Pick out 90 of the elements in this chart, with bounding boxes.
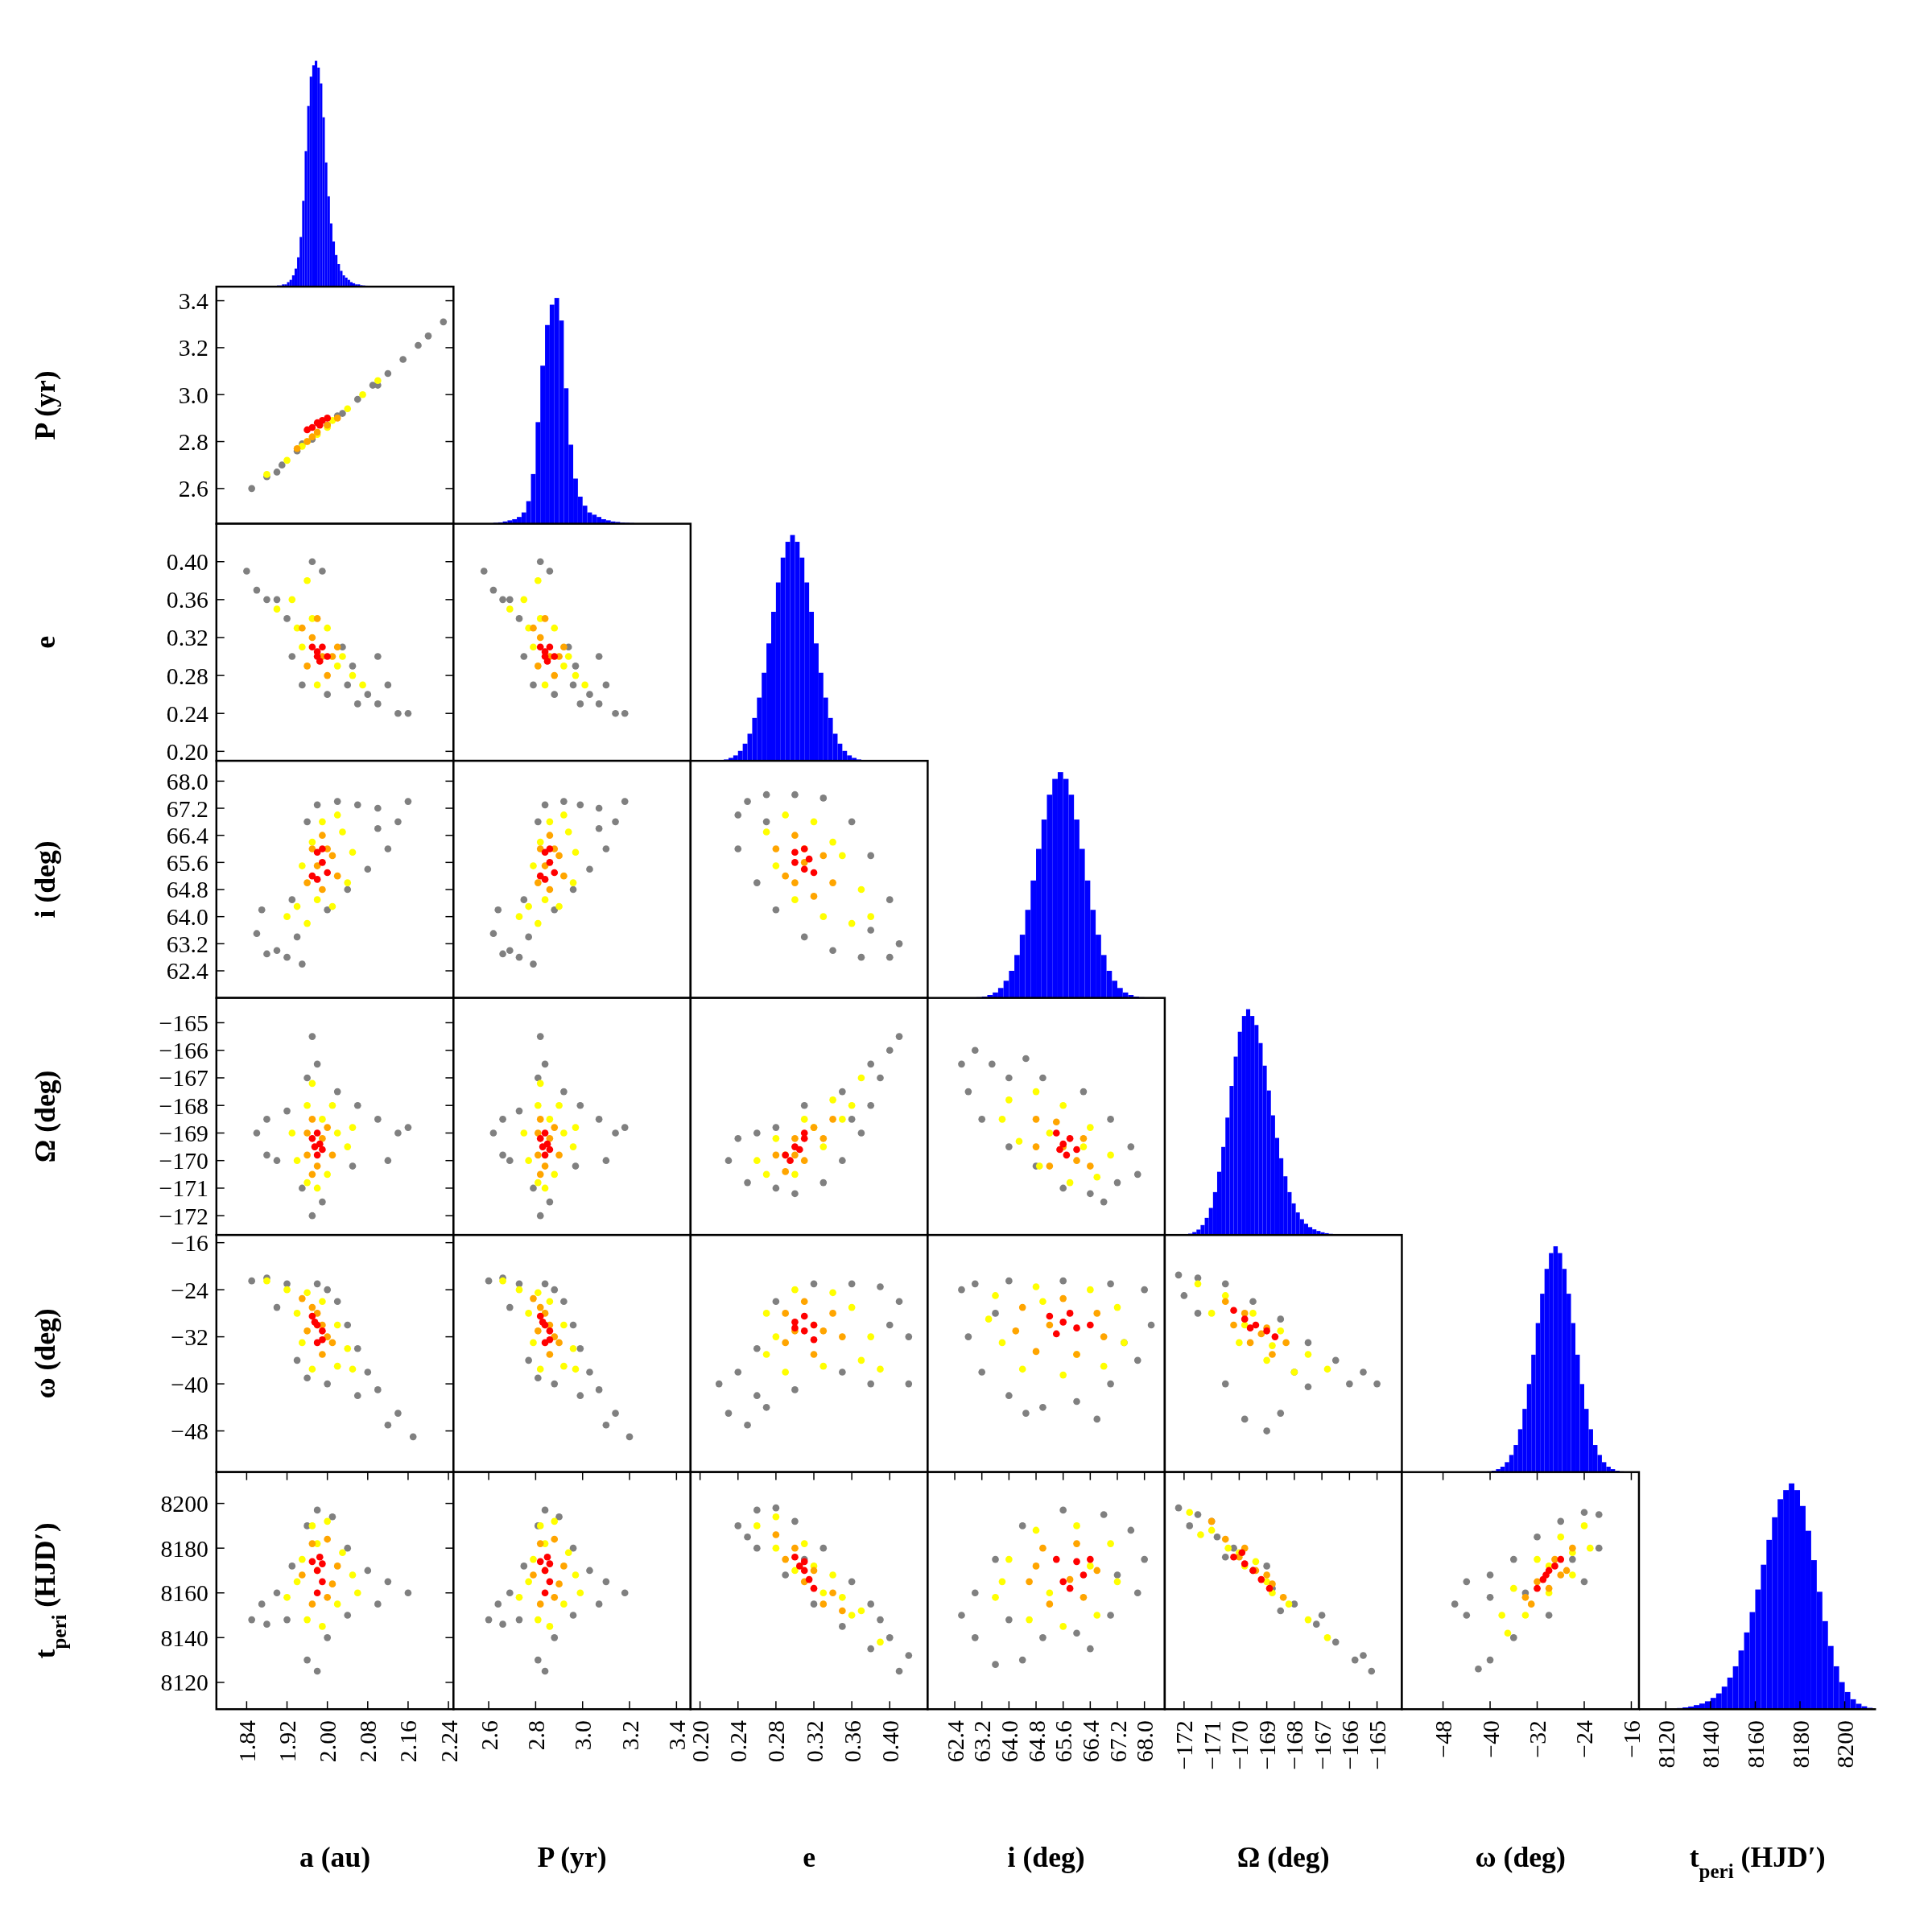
x-tick-label: 2.08 xyxy=(354,1720,382,1763)
x-tick-label: 2.00 xyxy=(314,1720,341,1763)
x-tick-label: 2.8 xyxy=(522,1720,549,1751)
x-tick-label: 3.0 xyxy=(569,1720,597,1751)
x-tick-label: 2.24 xyxy=(435,1719,462,1763)
x-tick-label: −165 xyxy=(1364,1720,1391,1770)
x-tick-label: 65.6 xyxy=(1050,1720,1077,1763)
x-tick-label: 3.2 xyxy=(616,1720,643,1751)
y-axis-title: P (yr) xyxy=(28,370,61,440)
y-tick-label: 0.32 xyxy=(166,624,208,651)
x-tick-label: −172 xyxy=(1170,1720,1198,1770)
x-tick-label: −24 xyxy=(1571,1719,1598,1758)
x-axis-title: Ω (deg) xyxy=(1236,1840,1330,1873)
x-tick-label: 0.36 xyxy=(838,1720,865,1763)
y-axis-title: e xyxy=(28,635,61,649)
x-tick-label: 0.40 xyxy=(876,1720,903,1763)
y-tick-label: 66.4 xyxy=(166,822,209,849)
y-tick-label: 64.8 xyxy=(166,876,208,903)
x-tick-label: 8120 xyxy=(1652,1720,1679,1769)
y-tick-label: 8200 xyxy=(160,1490,208,1517)
y-axis-title: i (deg) xyxy=(28,840,61,919)
y-tick-label: −24 xyxy=(171,1276,209,1303)
y-tick-label: 67.2 xyxy=(166,795,208,822)
y-tick-label: 3.4 xyxy=(178,287,209,315)
x-tick-label: 8160 xyxy=(1741,1720,1769,1769)
y-tick-label: 0.28 xyxy=(166,662,208,689)
x-tick-label: 8200 xyxy=(1831,1720,1859,1769)
y-tick-label: −32 xyxy=(171,1323,208,1351)
x-axis-title: a (au) xyxy=(299,1840,371,1873)
x-tick-label: −166 xyxy=(1335,1720,1363,1770)
y-tick-label: 8120 xyxy=(160,1669,208,1696)
y-tick-label: 2.6 xyxy=(178,475,208,502)
x-tick-label: −48 xyxy=(1430,1720,1457,1758)
x-tick-label: 8140 xyxy=(1697,1720,1724,1769)
y-tick-label: 2.8 xyxy=(178,428,208,456)
y-tick-label: −168 xyxy=(159,1092,208,1119)
y-tick-label: −48 xyxy=(171,1418,208,1445)
x-axis-title: t$_{peri}$ (HJD′) xyxy=(1689,1840,1826,1882)
x-tick-label: −167 xyxy=(1308,1719,1335,1770)
y-tick-label: 63.2 xyxy=(166,930,208,957)
x-tick-label: 64.8 xyxy=(1022,1720,1050,1763)
x-tick-label: 2.16 xyxy=(394,1720,422,1763)
y-tick-label: 8140 xyxy=(160,1624,208,1651)
y-tick-label: 3.2 xyxy=(178,334,208,361)
x-tick-label: 8180 xyxy=(1786,1720,1814,1769)
y-tick-label: 8180 xyxy=(160,1534,208,1562)
y-tick-label: −171 xyxy=(159,1174,208,1202)
y-axis-title: ω (deg) xyxy=(28,1308,61,1399)
x-tick-label: 63.2 xyxy=(968,1720,996,1763)
x-tick-label: 66.4 xyxy=(1076,1719,1104,1763)
x-tick-label: −169 xyxy=(1253,1720,1281,1770)
y-tick-label: −167 xyxy=(159,1064,209,1092)
y-tick-label: −40 xyxy=(171,1370,208,1397)
y-tick-label: −165 xyxy=(159,1009,208,1036)
y-tick-label: 65.6 xyxy=(166,848,208,876)
y-tick-label: −16 xyxy=(171,1229,208,1257)
x-tick-label: −171 xyxy=(1198,1720,1225,1770)
y-tick-label: −170 xyxy=(159,1147,208,1174)
y-tick-label: 68.0 xyxy=(166,767,208,795)
y-tick-label: 0.40 xyxy=(166,548,208,576)
x-axis-title: ω (deg) xyxy=(1475,1840,1566,1873)
y-tick-label: −169 xyxy=(159,1119,208,1146)
y-tick-label: 0.20 xyxy=(166,737,208,765)
x-tick-label: 1.92 xyxy=(274,1720,301,1763)
x-tick-label: 68.0 xyxy=(1131,1720,1158,1763)
y-tick-label: 64.0 xyxy=(166,903,208,931)
y-tick-label: −166 xyxy=(159,1037,208,1064)
y-axis-title: Ω (deg) xyxy=(28,1070,61,1163)
x-tick-label: −170 xyxy=(1225,1720,1253,1770)
x-tick-label: −40 xyxy=(1476,1720,1504,1758)
x-axis-title: e xyxy=(803,1840,816,1873)
x-tick-label: −16 xyxy=(1617,1720,1645,1758)
y-tick-label: 0.36 xyxy=(166,586,208,613)
y-tick-label: 8160 xyxy=(160,1579,208,1607)
x-tick-label: 62.4 xyxy=(941,1719,968,1763)
x-axis-title: i (deg) xyxy=(1007,1840,1085,1873)
y-tick-label: 0.24 xyxy=(166,700,209,727)
x-axis-title: P (yr) xyxy=(537,1840,607,1873)
x-tick-label: −32 xyxy=(1524,1720,1551,1758)
x-tick-label: 0.32 xyxy=(800,1720,828,1763)
x-tick-label: 67.2 xyxy=(1104,1720,1131,1763)
x-tick-label: 0.28 xyxy=(762,1720,790,1763)
x-tick-label: 0.24 xyxy=(724,1719,752,1763)
x-tick-label: −168 xyxy=(1281,1720,1308,1770)
y-tick-label: 3.0 xyxy=(178,381,208,408)
x-tick-label: 1.84 xyxy=(233,1719,260,1763)
x-tick-label: 64.0 xyxy=(995,1720,1022,1763)
y-tick-label: 62.4 xyxy=(166,957,209,985)
y-tick-label: −172 xyxy=(159,1202,208,1229)
x-tick-label: 2.6 xyxy=(475,1720,502,1751)
